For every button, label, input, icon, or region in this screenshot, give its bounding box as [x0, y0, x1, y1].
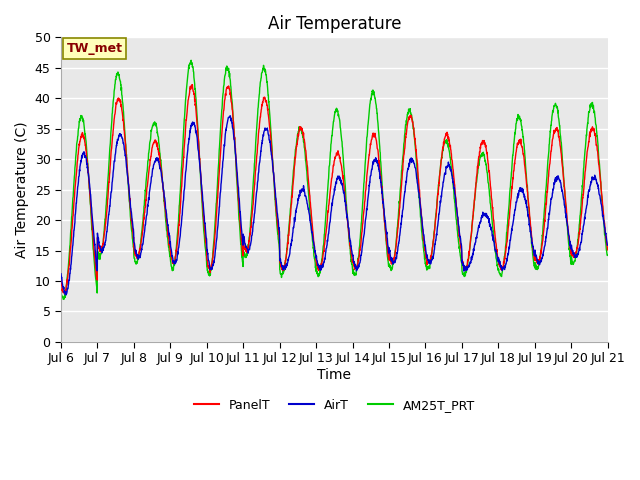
Line: PanelT: PanelT [61, 85, 607, 293]
PanelT [362, 179, 370, 185]
AM25T_PRT [60, 296, 67, 302]
PanelT [571, 252, 579, 258]
AM25T_PRT [362, 144, 370, 149]
AirT [210, 258, 218, 264]
AirT [362, 212, 370, 217]
AirT [493, 257, 501, 263]
AM25T_PRT [556, 123, 564, 129]
AM25T_PRT [210, 239, 218, 245]
Text: TW_met: TW_met [67, 42, 122, 55]
AM25T_PRT [351, 273, 358, 278]
Legend: PanelT, AirT, AM25T_PRT: PanelT, AirT, AM25T_PRT [189, 394, 480, 417]
AirT [556, 178, 564, 183]
PanelT [604, 247, 611, 253]
PanelT [556, 138, 564, 144]
AM25T_PRT [188, 58, 195, 63]
AirT [571, 254, 579, 260]
PanelT [57, 277, 65, 283]
AM25T_PRT [571, 258, 579, 264]
AM25T_PRT [604, 252, 611, 258]
PanelT [351, 266, 358, 272]
AirT [62, 292, 70, 298]
AirT [57, 271, 65, 276]
AirT [351, 260, 358, 266]
AirT [604, 242, 611, 248]
PanelT [189, 82, 196, 88]
Line: AirT: AirT [61, 116, 607, 295]
Title: Air Temperature: Air Temperature [268, 15, 401, 33]
Y-axis label: Air Temperature (C): Air Temperature (C) [15, 121, 29, 258]
AirT [227, 113, 234, 119]
AM25T_PRT [57, 288, 65, 294]
AM25T_PRT [493, 262, 501, 267]
PanelT [493, 253, 501, 259]
PanelT [60, 290, 68, 296]
X-axis label: Time: Time [317, 368, 351, 382]
PanelT [210, 246, 218, 252]
Line: AM25T_PRT: AM25T_PRT [61, 60, 607, 299]
